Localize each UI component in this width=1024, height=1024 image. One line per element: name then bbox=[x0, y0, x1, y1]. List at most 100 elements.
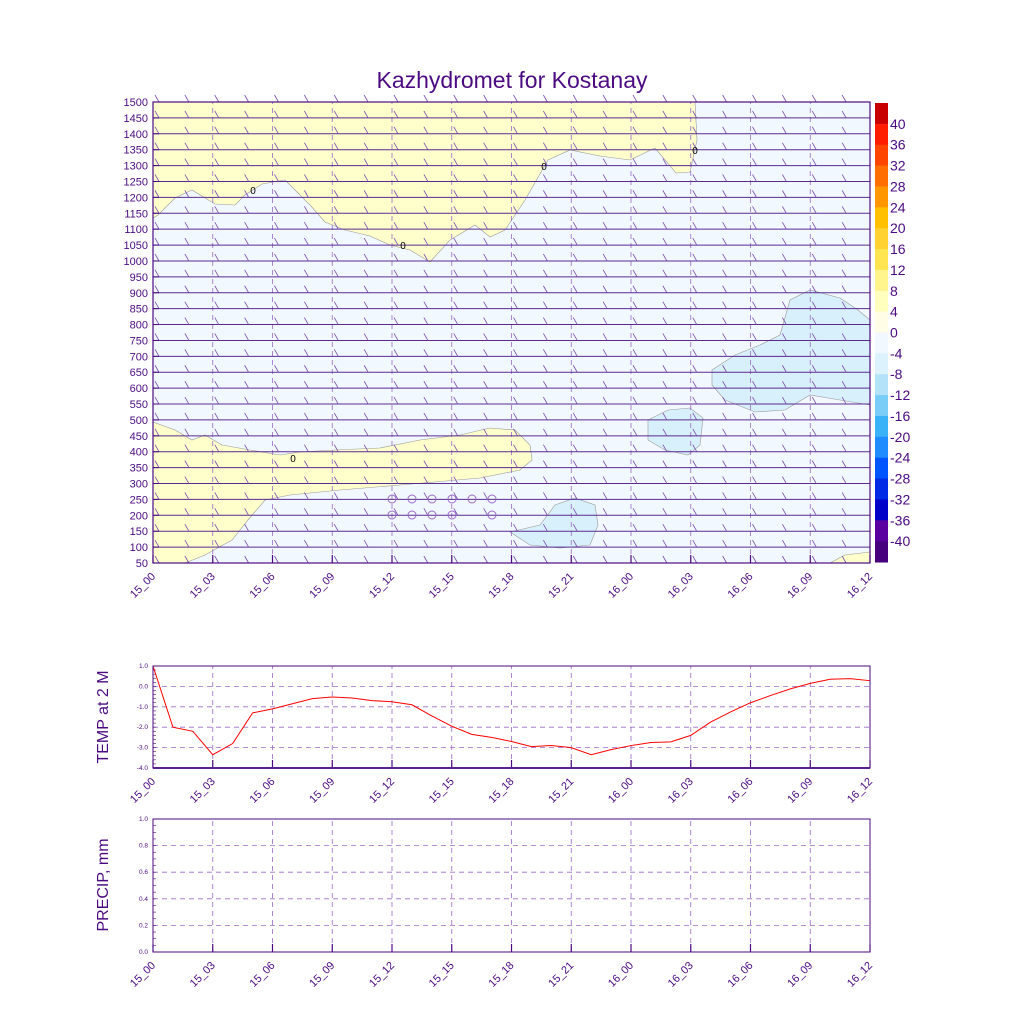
wind-barb bbox=[632, 333, 638, 341]
y-tick-label: 1250 bbox=[124, 176, 148, 188]
y-tick-label: 200 bbox=[130, 510, 148, 522]
wind-barb bbox=[662, 190, 668, 198]
wind-barb bbox=[184, 476, 190, 484]
wind-barb bbox=[363, 508, 369, 516]
wind-barb bbox=[274, 174, 279, 182]
wind-barb bbox=[811, 317, 817, 325]
wind-barb bbox=[662, 285, 668, 293]
wind-barb bbox=[453, 524, 459, 532]
wind-barb bbox=[333, 94, 339, 103]
wind-barb bbox=[333, 142, 339, 150]
wind-barb bbox=[393, 253, 399, 262]
x-tick-label: 15_12 bbox=[367, 776, 397, 806]
wind-barb bbox=[662, 237, 668, 246]
wind-barb bbox=[841, 555, 847, 564]
wind-barb bbox=[602, 94, 608, 103]
wind-barb bbox=[304, 94, 309, 103]
wind-barb bbox=[154, 126, 160, 134]
wind-barb bbox=[393, 333, 399, 341]
wind-barb bbox=[513, 174, 518, 182]
x-tick-label: 15_15 bbox=[427, 776, 457, 806]
wind-barb bbox=[214, 269, 220, 278]
wind-barb bbox=[274, 555, 279, 564]
y-tick-label: -3.0 bbox=[137, 745, 149, 752]
wind-barb bbox=[483, 285, 488, 293]
wind-barb bbox=[543, 142, 548, 150]
wind-barb bbox=[274, 492, 279, 500]
wind-barb bbox=[572, 396, 578, 405]
wind-barb bbox=[513, 396, 518, 405]
wind-barb bbox=[782, 539, 787, 548]
colorbar-label: 32 bbox=[890, 158, 906, 174]
wind-barb bbox=[304, 380, 309, 389]
wind-barb bbox=[333, 333, 339, 341]
wind-barb bbox=[513, 524, 518, 532]
calm-wind-marker bbox=[487, 494, 497, 504]
wind-barb bbox=[483, 365, 488, 373]
wind-barb bbox=[363, 349, 369, 357]
wind-barb bbox=[393, 380, 399, 389]
wind-barb bbox=[782, 174, 787, 182]
y-axis-label: TEMP at 2 M bbox=[95, 670, 112, 763]
wind-barb bbox=[333, 285, 339, 293]
y-tick-label: 1350 bbox=[124, 145, 148, 157]
wind-barb bbox=[304, 126, 309, 134]
wind-barb bbox=[274, 349, 279, 357]
temperature-line bbox=[152, 665, 871, 756]
wind-barb bbox=[602, 301, 608, 309]
colorbar-label: -40 bbox=[890, 533, 910, 549]
wind-barb bbox=[513, 365, 518, 373]
calm-wind-marker bbox=[387, 510, 397, 520]
wind-barb bbox=[782, 158, 787, 166]
y-tick-label: 0.2 bbox=[139, 922, 148, 929]
wind-barb bbox=[841, 539, 847, 548]
wind-barb bbox=[752, 508, 757, 516]
wind-barb bbox=[722, 221, 727, 230]
wind-barb bbox=[184, 174, 190, 182]
wind-barb bbox=[692, 380, 698, 389]
wind-barb bbox=[692, 221, 698, 230]
wind-barb bbox=[214, 190, 220, 198]
wind-barb bbox=[752, 110, 757, 119]
wind-barb bbox=[304, 158, 309, 166]
wind-barb bbox=[692, 174, 698, 182]
wind-barb bbox=[483, 317, 488, 325]
wind-barb bbox=[692, 301, 698, 309]
y-tick-label: 0.6 bbox=[139, 869, 148, 876]
wind-barb bbox=[483, 269, 488, 278]
wind-barb bbox=[304, 428, 309, 437]
wind-barb bbox=[244, 142, 249, 150]
wind-barb bbox=[752, 142, 757, 150]
colorbar-label: 20 bbox=[890, 220, 906, 236]
y-tick-label: 550 bbox=[130, 399, 148, 411]
wind-barb bbox=[333, 206, 339, 214]
wind-barb bbox=[632, 126, 638, 134]
wind-barb bbox=[333, 221, 339, 230]
wind-barb bbox=[214, 126, 220, 134]
wind-barb bbox=[363, 476, 369, 484]
wind-barb bbox=[572, 317, 578, 325]
wind-barb bbox=[214, 380, 220, 389]
wind-barb bbox=[513, 317, 518, 325]
wind-barb bbox=[453, 317, 459, 325]
wind-barb bbox=[274, 539, 279, 548]
wind-barb bbox=[453, 460, 459, 468]
wind-barb bbox=[154, 94, 160, 103]
y-tick-label: 150 bbox=[130, 526, 148, 538]
wind-barb bbox=[214, 221, 220, 230]
wind-barb bbox=[154, 508, 160, 516]
wind-barb bbox=[184, 444, 190, 452]
wind-barb bbox=[752, 206, 757, 214]
calm-wind-marker bbox=[447, 510, 457, 520]
wind-barb bbox=[423, 333, 429, 341]
wind-barb bbox=[214, 412, 220, 421]
wind-barb bbox=[244, 221, 249, 230]
wind-barb bbox=[602, 126, 608, 134]
wind-barb bbox=[513, 126, 518, 134]
colorbar-swatch bbox=[875, 478, 888, 500]
wind-barb bbox=[722, 476, 727, 484]
wind-barb bbox=[244, 508, 249, 516]
x-tick-label: 15_06 bbox=[248, 776, 278, 806]
wind-barb bbox=[602, 253, 608, 262]
